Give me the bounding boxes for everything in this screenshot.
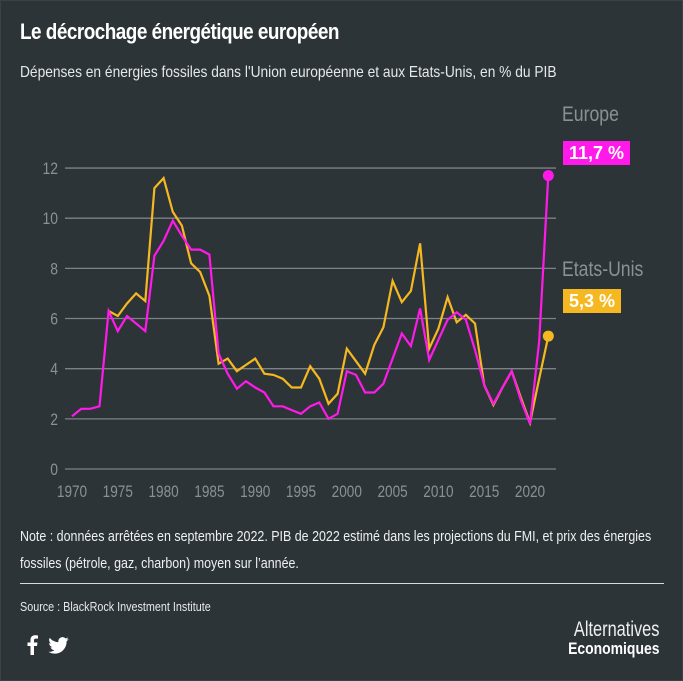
x-axis-ticks: 1970 1975 1980 1985 1990 1995 2000 2005 2010 2015…	[57, 483, 545, 502]
x-tick-label: 2015	[469, 483, 499, 502]
x-tick-label: 1980	[148, 483, 178, 502]
legend-europe-name: Europe	[562, 103, 619, 126]
y-tick-label: 12	[43, 160, 58, 179]
brand-name-line1: Alternatives	[573, 618, 659, 641]
y-tick-label: 4	[50, 360, 58, 379]
x-tick-label: 2020	[515, 483, 545, 502]
y-axis-ticks: 0 2 4 6 8 10 12	[43, 160, 59, 480]
x-tick-label: 1995	[286, 483, 316, 502]
end-marker-europe	[542, 170, 554, 182]
y-tick-label: 0	[50, 461, 58, 480]
series-line-us	[108, 175, 550, 427]
chart-subtitle: Dépenses en énergies fossiles dans l'Uni…	[20, 64, 557, 81]
y-tick-label: 10	[43, 210, 59, 229]
gridlines	[65, 167, 556, 470]
x-tick-label: 1990	[240, 483, 270, 502]
series-lines	[71, 175, 550, 427]
x-tick-label: 2010	[423, 483, 453, 502]
brand-name-line2: Economiques	[567, 639, 659, 658]
series-line-europe	[71, 175, 550, 425]
twitter-icon[interactable]	[48, 636, 69, 659]
x-tick-label: 1970	[57, 483, 87, 502]
x-tick-label: 1975	[103, 483, 133, 502]
legend-europe-value-badge: 11,7 %	[563, 141, 631, 165]
y-tick-label: 2	[50, 411, 58, 430]
end-marker-us	[542, 330, 554, 342]
source-text: Source : BlackRock Investment Institute	[20, 599, 211, 614]
y-tick-label: 6	[50, 310, 58, 329]
brand-logo: Alternatives Economiques	[548, 619, 659, 658]
social-links	[26, 635, 69, 660]
legend-us-name: Etats-Unis	[562, 258, 644, 281]
x-tick-label: 1985	[194, 483, 224, 502]
footnote: Note : données arrêtées en septembre 202…	[20, 528, 652, 572]
facebook-icon[interactable]	[26, 635, 38, 660]
y-tick-label: 8	[50, 260, 58, 279]
legend-us-value-badge: 5,3 %	[563, 289, 622, 313]
x-tick-label: 2000	[332, 483, 362, 502]
x-tick-label: 2005	[377, 483, 407, 502]
series-end-markers	[542, 170, 554, 342]
chart-title: Le décrochage énergétique européen	[20, 19, 339, 44]
divider	[20, 583, 664, 584]
